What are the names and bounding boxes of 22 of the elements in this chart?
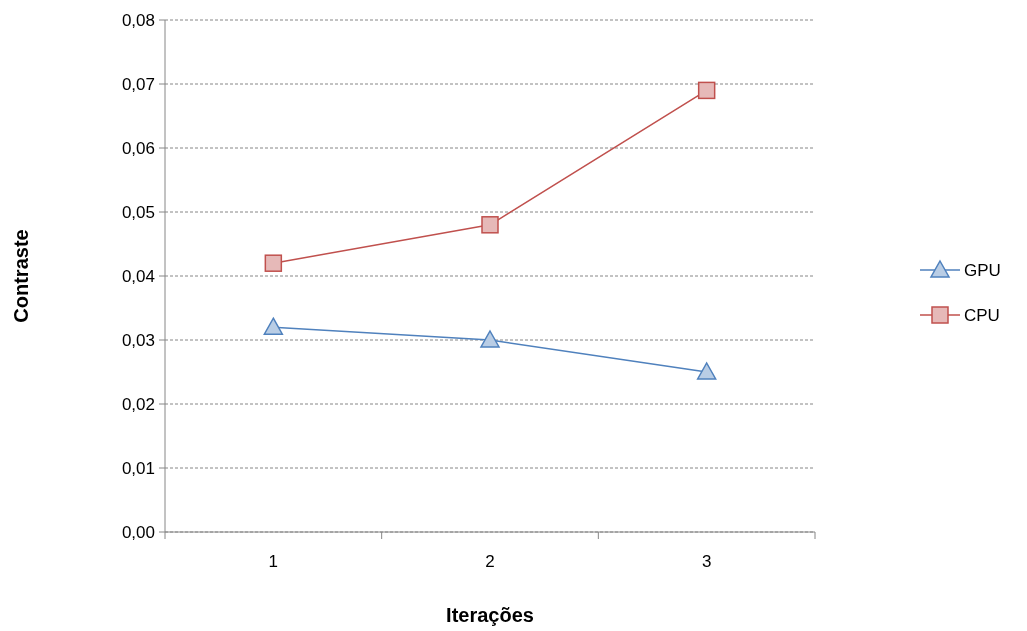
point <box>697 81 716 100</box>
legend-label: GPU <box>964 260 1001 280</box>
y-tick-label: 0,04 <box>121 266 155 286</box>
x-tick-label: 3 <box>701 552 712 571</box>
legend-label: CPU <box>964 305 1000 325</box>
x-tick-label: 2 <box>485 552 495 571</box>
y-tick-label: 0,06 <box>121 138 155 158</box>
y-tick-label: 0,01 <box>121 458 155 478</box>
point <box>481 216 499 234</box>
point <box>480 330 500 348</box>
y-tick-label: 0,07 <box>121 74 155 94</box>
y-tick-label: 0,08 <box>121 10 155 30</box>
y-tick-label: 0,02 <box>121 394 155 414</box>
x-axis-title: Iterações <box>446 604 534 626</box>
y-tick-label: 0,05 <box>121 202 155 222</box>
y-axis-title: Contraste <box>10 229 32 323</box>
point <box>264 254 283 272</box>
y-tick-label: 0,03 <box>121 330 155 350</box>
x-tick-label: 1 <box>268 552 279 571</box>
y-tick-label: 0,00 <box>121 522 155 542</box>
point <box>263 317 284 335</box>
point <box>696 362 717 380</box>
